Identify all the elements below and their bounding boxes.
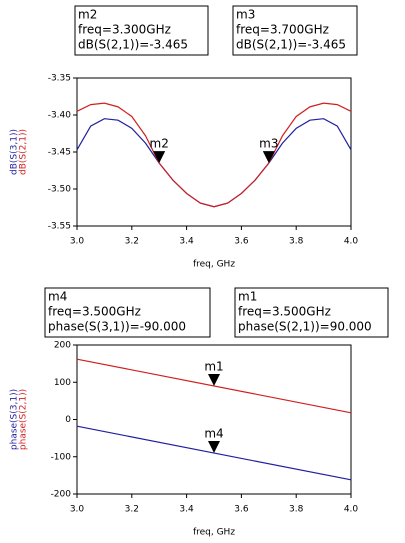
marker-triangle [208, 373, 220, 386]
readout-name: m4 [48, 290, 67, 304]
readout-line: dB(S(2,1))=-3.465 [236, 38, 346, 52]
series-line [76, 102, 352, 208]
y-tick-label: 200 [54, 341, 71, 351]
x-axis-label: freq, GHz [193, 260, 235, 270]
x-tick-label: 4.0 [344, 237, 359, 247]
y-tick-label: -200 [51, 490, 72, 500]
readout-name: m2 [78, 8, 97, 22]
marker-name: m1 [204, 359, 223, 373]
x-tick-label: 3.8 [289, 237, 304, 247]
readout-line: freq=3.700GHz [236, 23, 329, 37]
series-line [76, 118, 352, 208]
y-tick-label: -3.55 [48, 222, 71, 232]
y-tick-label: 100 [54, 378, 71, 388]
readout-box [74, 5, 209, 56]
x-tick-label: 3.2 [125, 237, 139, 247]
marker-name: m4 [204, 427, 223, 441]
y-tick-label: -3.40 [48, 111, 72, 121]
marker-triangle [153, 151, 166, 164]
y-axis-label: dB(S(3,1)) [10, 129, 20, 175]
marker-name: m2 [150, 137, 169, 151]
readout-box [44, 287, 211, 338]
y-tick-label: -100 [51, 452, 72, 462]
readout-line: phase(S(3,1))=-90.000 [48, 320, 186, 334]
x-tick-label: 4.0 [344, 505, 359, 515]
y-tick-label: 0 [65, 415, 71, 425]
y-axis-label: phase(S(3,1)) [10, 389, 20, 450]
readout-line: phase(S(2,1))=90.000 [238, 320, 372, 334]
marker-triangle [262, 151, 275, 164]
y-tick-label: -3.50 [48, 185, 72, 195]
x-tick-label: 3.0 [70, 237, 85, 247]
y-tick-label: -3.35 [48, 74, 71, 84]
x-tick-label: 3.6 [234, 237, 249, 247]
x-tick-label: 3.8 [289, 505, 304, 515]
y-tick-label: -3.45 [48, 148, 71, 158]
readout-line: freq=3.300GHz [78, 23, 171, 37]
marker-triangle [208, 441, 220, 454]
x-tick-label: 3.0 [70, 505, 85, 515]
readout-name: m1 [238, 290, 257, 304]
readout-name: m3 [236, 8, 255, 22]
marker-name: m3 [259, 137, 278, 151]
readout-line: dB(S(2,1))=-3.465 [78, 38, 188, 52]
y-axis-label: phase(S(2,1)) [19, 389, 29, 450]
x-tick-label: 3.4 [179, 237, 194, 247]
readout-box [234, 287, 389, 338]
plot-frame [76, 77, 352, 227]
x-tick-label: 3.6 [234, 505, 249, 515]
readout-line: freq=3.500GHz [48, 305, 141, 319]
readout-box [232, 5, 358, 56]
y-axis-label: dB(S(2,1)) [19, 129, 29, 175]
x-tick-label: 3.2 [125, 505, 139, 515]
x-tick-label: 3.4 [179, 505, 194, 515]
readout-line: freq=3.500GHz [238, 305, 331, 319]
x-axis-label: freq, GHz [193, 528, 235, 538]
